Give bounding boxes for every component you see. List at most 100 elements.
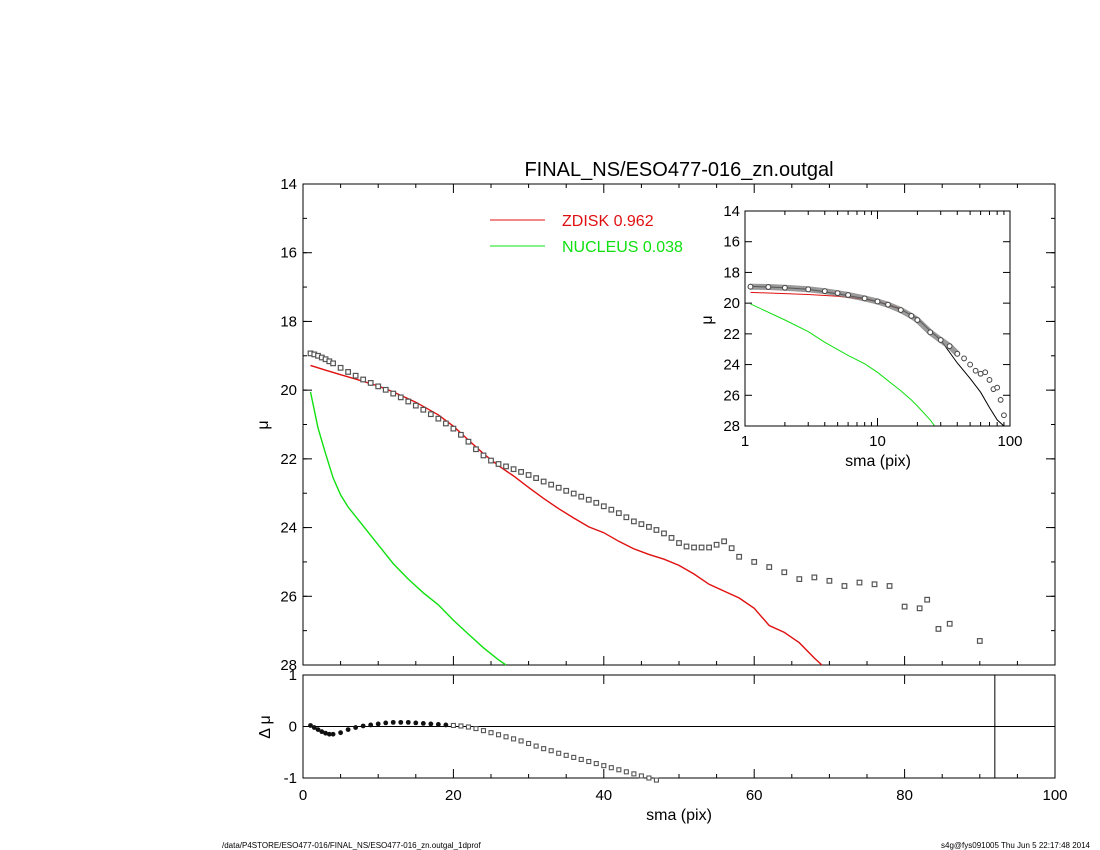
data-point: [518, 469, 524, 475]
residual-point: [398, 719, 404, 725]
residual-point: [593, 761, 599, 767]
inset-y-tick-label: 18: [723, 264, 740, 281]
data-point: [623, 514, 630, 521]
data-point: [608, 506, 615, 513]
residual-point: [601, 763, 607, 769]
data-point: [796, 576, 803, 583]
data-point: [653, 527, 660, 533]
main-y-tick-label: 14: [280, 176, 297, 193]
data-point: [450, 425, 457, 432]
residual-x-tick-label: 40: [595, 787, 612, 804]
data-point: [856, 579, 863, 586]
data-point: [525, 472, 532, 478]
inset-data-point: [897, 307, 904, 313]
residual-x-tick-label: 80: [896, 787, 913, 804]
residual-point: [563, 752, 569, 758]
data-point: [706, 544, 712, 551]
inset-data-point: [885, 301, 891, 308]
residual-y-tick-label: 0: [289, 719, 297, 736]
data-point: [495, 461, 502, 467]
residual-point: [353, 725, 359, 730]
residual-point: [623, 769, 629, 775]
chart-title: FINAL_NS/ESO477-016_zn.outgal: [524, 159, 833, 181]
inset-y-tick-label: 22: [723, 326, 740, 343]
residual-point: [646, 775, 652, 781]
data-point: [367, 380, 374, 386]
inset-data-point: [1001, 412, 1007, 419]
data-point: [721, 538, 728, 545]
data-point: [405, 398, 412, 405]
residual-y-tick-label: -1: [284, 770, 297, 787]
data-point: [811, 574, 818, 581]
data-point: [420, 406, 427, 413]
residual-point: [383, 720, 389, 726]
residual-series-layer: [303, 675, 1055, 783]
series-line-nucleus: [309, 391, 507, 666]
residual-point: [511, 736, 517, 742]
main-profile-panel: 14 16 18 20 22 24 26 28 μ: [255, 176, 1056, 674]
inset-y-tick-label: 26: [723, 387, 740, 404]
data-point: [691, 544, 697, 551]
data-point: [375, 383, 382, 390]
residual-point: [360, 723, 366, 729]
inset-data-point: [861, 295, 868, 302]
inset-y-tick-label: 24: [723, 357, 740, 374]
data-point: [330, 360, 336, 367]
inset-data-point: [977, 370, 984, 377]
residual-point: [578, 756, 584, 763]
residual-y-tick-label: 1: [289, 667, 297, 684]
residual-x-axis-label: sma (pix): [646, 807, 712, 824]
residual-point: [586, 758, 592, 765]
legend-label-nucleus: NUCLEUS 0.038: [562, 239, 683, 256]
residual-point: [326, 731, 332, 737]
inset-x-axis-label: sma (pix): [845, 453, 911, 470]
residual-point: [308, 723, 313, 728]
data-point: [510, 466, 517, 473]
inset-data-point: [845, 292, 852, 298]
inset-data-point: [874, 298, 881, 305]
main-y-tick-label: 28: [280, 657, 297, 674]
main-y-axis-label: μ: [255, 420, 272, 429]
data-point: [661, 530, 667, 537]
main-y-tick-label: 16: [280, 245, 297, 262]
residual-point: [556, 750, 562, 756]
inset-data-point: [967, 361, 974, 368]
inset-data-point: [997, 396, 1004, 403]
residual-point: [480, 728, 487, 734]
residual-point: [368, 722, 374, 728]
legend: ZDISK 0.962 NUCLEUS 0.038: [490, 213, 683, 256]
residual-point: [616, 767, 622, 773]
residual-point: [518, 738, 524, 744]
main-y-tick-label: 22: [280, 451, 297, 468]
data-point: [916, 605, 923, 612]
data-point: [555, 484, 562, 491]
inset-data-point: [982, 369, 989, 376]
footer-timestamp: s4g@fys091005 Thu Jun 5 22:17:48 2014: [941, 841, 1091, 850]
inset-data-point: [821, 288, 828, 295]
data-point: [713, 541, 720, 548]
inset-data-point: [765, 284, 772, 290]
residual-point: [315, 727, 321, 732]
data-point: [638, 521, 645, 528]
residual-point: [541, 746, 547, 752]
residual-x-tick-label: 20: [445, 787, 462, 804]
data-point: [924, 596, 931, 603]
data-point: [503, 463, 509, 470]
inset-x-tick-label: 100: [997, 433, 1022, 450]
data-point: [465, 438, 472, 445]
data-point: [360, 376, 367, 383]
inset-data-point: [954, 350, 961, 357]
residual-point: [420, 721, 426, 726]
main-series-layer: [307, 350, 983, 666]
main-y-tick-label: 20: [280, 382, 297, 399]
residual-point: [443, 722, 449, 728]
data-point: [533, 475, 540, 481]
residual-point: [548, 748, 554, 754]
residual-point: [345, 727, 351, 732]
data-point: [458, 431, 464, 438]
series-line-zdisk: [310, 364, 823, 666]
inset-data-point: [747, 283, 754, 290]
inset-background: [745, 211, 1010, 426]
data-point: [728, 545, 735, 552]
